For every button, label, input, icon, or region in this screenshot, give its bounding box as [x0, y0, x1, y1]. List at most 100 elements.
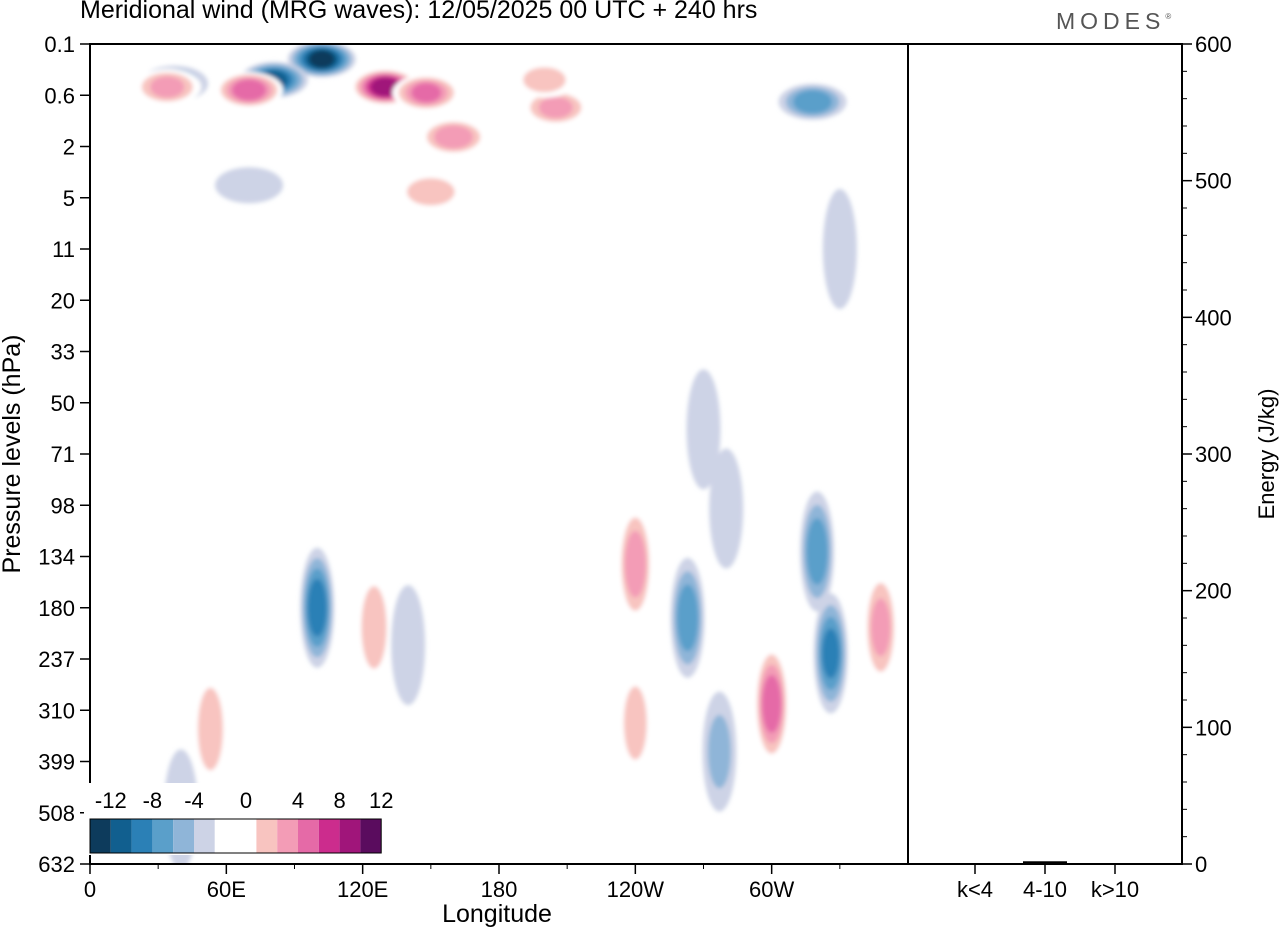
- y-tick-label: 50: [51, 391, 75, 416]
- energy-tick-label: 500: [1195, 169, 1232, 194]
- contour-cell: [307, 578, 327, 637]
- x-tick-label: 120W: [607, 877, 665, 902]
- contour-cell: [538, 96, 573, 119]
- contour-cell: [197, 687, 224, 771]
- colorbar-swatch: [110, 819, 132, 853]
- y-tick-label: 33: [51, 340, 75, 365]
- contour-cell: [686, 369, 721, 490]
- x-axis-label: Longitude: [442, 900, 552, 928]
- colorbar-label: 0: [240, 788, 252, 813]
- energy-tick-label: 200: [1195, 579, 1232, 604]
- brand-text: MODES: [1056, 8, 1166, 34]
- colorbar-legend: -12 -8 -4 0 4 8 12: [84, 783, 393, 855]
- contour-cell: [793, 90, 832, 114]
- contour-cell: [232, 79, 267, 101]
- pressure-axis: 0.1 0.6 2 5 11 20 33 50 71 98 134 180 237 310 399 508 63…: [38, 32, 90, 877]
- contour-cell: [459, 616, 494, 737]
- colorbar-swatch: [173, 819, 194, 853]
- colorbar-swatch: [235, 819, 257, 853]
- x-tick-label: 0: [84, 877, 96, 902]
- energy-category-label: 4-10: [1023, 877, 1067, 902]
- energy-tick-label: 400: [1195, 305, 1232, 330]
- contour-cell: [624, 530, 647, 598]
- energy-tick-label: 0: [1195, 852, 1207, 877]
- colorbar-swatch: [339, 819, 361, 853]
- energy-axis: 0 100 200 300 400 500 600: [1182, 32, 1232, 877]
- y-tick-label: 20: [51, 288, 75, 313]
- colorbar-swatch: [90, 819, 111, 853]
- colorbar-label: -4: [184, 788, 204, 813]
- colorbar-swatch: [214, 819, 236, 853]
- colorbar-swatch: [277, 819, 298, 853]
- energy-bars: [953, 861, 1137, 865]
- energy-plot-frame: [907, 43, 1183, 865]
- y-tick-label: 11: [52, 237, 75, 262]
- y-tick-label: 2: [63, 135, 75, 160]
- colorbar-label: -12: [95, 788, 127, 813]
- energy-tick-label: 100: [1195, 715, 1232, 740]
- contour-cell: [676, 584, 699, 652]
- colorbar-label: 4: [292, 788, 304, 813]
- x-tick-label: 60W: [749, 877, 794, 902]
- energy-bar: [1093, 863, 1137, 865]
- y-tick-label: 237: [38, 647, 75, 672]
- x-tick-label: 120E: [337, 877, 388, 902]
- contour-cell: [434, 125, 473, 149]
- colorbar-label: -8: [143, 788, 163, 813]
- energy-axis-label: Energy (J/kg): [1254, 389, 1279, 520]
- colorbar-swatch: [256, 819, 278, 853]
- x-tick-label: 60E: [207, 877, 246, 902]
- contour-field: [90, 44, 898, 864]
- energy-category-label: k>10: [1091, 877, 1139, 902]
- contour-cell: [411, 83, 442, 103]
- contour-cell: [470, 240, 505, 361]
- contour-cell: [361, 586, 387, 669]
- energy-tick-label: 300: [1195, 442, 1232, 467]
- y-tick-label: 98: [51, 493, 75, 518]
- contour-cell: [595, 412, 630, 533]
- energy-bar: [953, 863, 997, 865]
- colorbar-swatch: [360, 819, 382, 853]
- contour-blobs: [90, 44, 898, 864]
- contour-cell: [523, 67, 566, 93]
- contour-cell: [407, 178, 455, 206]
- colorbar-label: 12: [369, 788, 393, 813]
- y-tick-label: 632: [38, 852, 75, 877]
- contour-cell: [822, 189, 857, 309]
- y-axis-label: Pressure levels (hPa): [0, 335, 26, 574]
- contour-cell: [709, 448, 744, 569]
- colorbar-swatch: [131, 819, 153, 853]
- y-tick-label: 310: [38, 698, 75, 723]
- contour-cell: [150, 76, 185, 98]
- y-tick-label: 71: [51, 442, 75, 467]
- longitude-axis: 0 60E 120E 180 120W 60W: [84, 864, 841, 902]
- y-tick-label: 134: [38, 545, 75, 570]
- y-tick-label: 508: [38, 801, 75, 826]
- y-tick-label: 0.6: [44, 83, 75, 108]
- x-tick-label: 180: [481, 877, 518, 902]
- colorbar-swatch: [298, 819, 319, 853]
- brand-registered-mark: ®: [1165, 12, 1172, 21]
- contour-cell: [623, 686, 647, 760]
- contour-cell: [806, 518, 828, 585]
- colorbar-swatch: [194, 819, 215, 853]
- y-tick-label: 0.1: [44, 32, 75, 57]
- contour-cell: [707, 714, 731, 789]
- energy-category-axis: k<4 4-10 k>10: [957, 864, 1139, 902]
- colorbar-swatch: [318, 819, 340, 853]
- brand-logo: MODES®: [1056, 8, 1171, 35]
- energy-category-label: k<4: [957, 877, 993, 902]
- contour-cell: [351, 147, 420, 184]
- energy-bar: [1023, 861, 1067, 864]
- contour-cell: [309, 50, 335, 68]
- energy-tick-label: 600: [1195, 32, 1232, 57]
- contour-cell: [215, 167, 284, 204]
- y-tick-label: 180: [38, 596, 75, 621]
- colorbar-swatch: [152, 819, 174, 853]
- contour-cell: [90, 431, 107, 552]
- y-tick-label: 399: [38, 750, 75, 775]
- y-tick-label: 5: [63, 186, 75, 211]
- contour-cell: [669, 147, 738, 184]
- colorbar-label: 8: [333, 788, 345, 813]
